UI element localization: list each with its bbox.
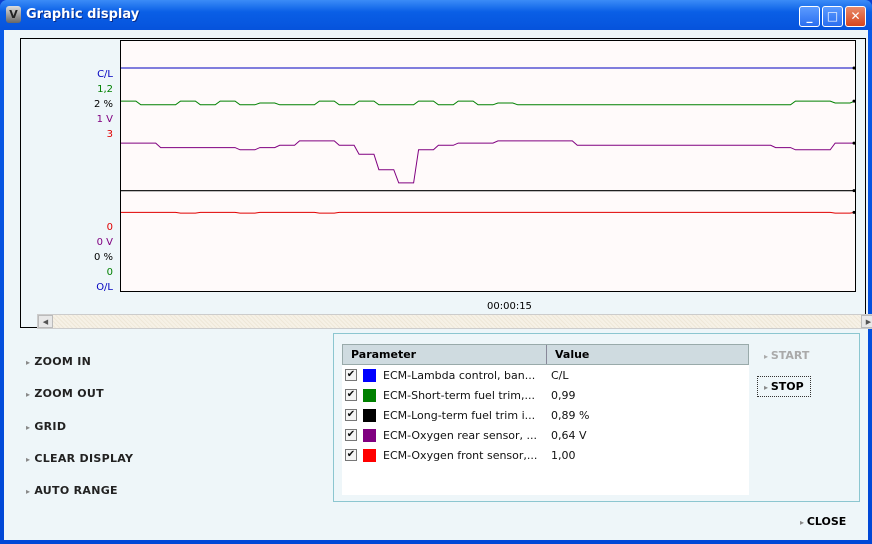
title-bar[interactable]: V Graphic display _ □ ✕	[0, 0, 872, 30]
parameter-name: ECM-Oxygen front sensor,...	[383, 448, 538, 462]
table-row[interactable]: ✔ ECM-Lambda control, ban... C/L	[342, 365, 749, 385]
scroll-left-button[interactable]: ◀	[38, 315, 53, 328]
color-swatch	[363, 388, 376, 402]
column-header-parameter[interactable]: Parameter	[343, 345, 547, 364]
axis-label-top: 2 %	[93, 99, 113, 110]
row-checkbox[interactable]: ✔	[345, 369, 357, 381]
maximize-button[interactable]: □	[822, 6, 843, 27]
series-line-3	[121, 140, 855, 184]
table-header: Parameter Value	[342, 344, 749, 365]
series-line-4	[121, 211, 856, 214]
axis-label-top: C/L	[97, 69, 113, 80]
axis-label-bottom: 0	[106, 267, 113, 278]
arrow-icon: ▸	[26, 454, 31, 464]
graph-plot-area	[120, 40, 856, 292]
time-label: 00:00:15	[487, 301, 532, 312]
parameter-name: ECM-Lambda control, ban...	[383, 368, 536, 382]
column-header-value[interactable]: Value	[555, 348, 590, 361]
button-auto-range[interactable]: ▸ AUTO RANGE	[26, 484, 118, 497]
chart-svg	[121, 66, 856, 214]
parameter-table: Parameter Value ✔ ECM-Lambda control, ban…	[342, 344, 749, 495]
button-grid[interactable]: ▸ GRID	[26, 420, 66, 433]
series-line-1	[121, 100, 856, 106]
stop-label: STOP	[770, 380, 804, 393]
color-swatch	[363, 428, 376, 442]
parameter-name: ECM-Long-term fuel trim i...	[383, 408, 536, 422]
table-row[interactable]: ✔ ECM-Oxygen front sensor,... 1,00	[342, 445, 749, 465]
axis-label-bottom: 0 V	[96, 237, 113, 248]
axis-label-bottom: O/L	[96, 282, 113, 293]
series-end-marker	[852, 141, 856, 145]
arrow-icon: ▸	[26, 487, 31, 497]
button-label: ZOOM OUT	[34, 387, 104, 401]
scroll-right-button[interactable]: ▶	[861, 315, 872, 328]
series-end-marker	[852, 210, 856, 214]
close-button[interactable]: ▸ CLOSE	[800, 515, 847, 528]
parameter-value: C/L	[551, 368, 569, 382]
app-icon: V	[6, 6, 21, 23]
series-end-marker	[852, 189, 856, 193]
start-button[interactable]: ▸ START	[764, 349, 810, 362]
row-checkbox[interactable]: ✔	[345, 409, 357, 421]
axis-label-top: 3	[106, 129, 113, 140]
parameter-value: 0,99	[551, 388, 576, 402]
table-row[interactable]: ✔ ECM-Long-term fuel trim i... 0,89 %	[342, 405, 749, 425]
color-swatch	[363, 408, 376, 422]
button-label: GRID	[34, 419, 67, 433]
table-row[interactable]: ✔ ECM-Short-term fuel trim,... 0,99	[342, 385, 749, 405]
parameter-value: 0,89 %	[551, 408, 590, 422]
button-clear-display[interactable]: ▸ CLEAR DISPLAY	[26, 452, 133, 465]
button-label: AUTO RANGE	[34, 484, 118, 498]
button-zoom-in[interactable]: ▸ ZOOM IN	[26, 355, 91, 368]
color-swatch	[363, 448, 376, 462]
series-end-marker	[852, 99, 856, 103]
series-end-marker	[852, 66, 856, 70]
button-zoom-out[interactable]: ▸ ZOOM OUT	[26, 387, 104, 400]
close-window-button[interactable]: ✕	[845, 6, 866, 27]
color-swatch	[363, 368, 376, 382]
axis-label-top: 1,2	[97, 84, 113, 95]
axis-label-bottom: 0 %	[93, 252, 113, 263]
table-row[interactable]: ✔ ECM-Oxygen rear sensor, ... 0,64 V	[342, 425, 749, 445]
row-checkbox[interactable]: ✔	[345, 449, 357, 461]
row-checkbox[interactable]: ✔	[345, 429, 357, 441]
stop-button[interactable]: ▸ STOP	[757, 376, 811, 397]
parameter-value: 0,64 V	[551, 428, 587, 442]
axis-label-top: 1 V	[96, 114, 113, 125]
parameter-panel: Parameter Value ✔ ECM-Lambda control, ban…	[333, 333, 860, 502]
window-title: Graphic display	[26, 7, 140, 22]
parameter-name: ECM-Oxygen rear sensor, ...	[383, 428, 538, 442]
graph-frame: C/L 1,2 2 % 1 V 3 0 0 V 0 % 0 O/L 00:00:15 ◀ ▶	[20, 38, 872, 329]
minimize-button[interactable]: _	[799, 6, 820, 27]
axis-label-bottom: 0	[106, 222, 113, 233]
row-checkbox[interactable]: ✔	[345, 389, 357, 401]
parameter-name: ECM-Short-term fuel trim,...	[383, 388, 535, 402]
start-label: START	[770, 349, 810, 362]
arrow-icon: ▸	[26, 358, 31, 367]
close-label: CLOSE	[806, 515, 847, 528]
arrow-icon: ▸	[26, 422, 31, 432]
arrow-icon: ▸	[26, 390, 31, 400]
button-label: ZOOM IN	[34, 355, 92, 368]
button-label: CLEAR DISPLAY	[34, 451, 134, 465]
horizontal-scrollbar[interactable]: ◀ ▶	[37, 314, 872, 329]
parameter-value: 1,00	[551, 448, 576, 462]
